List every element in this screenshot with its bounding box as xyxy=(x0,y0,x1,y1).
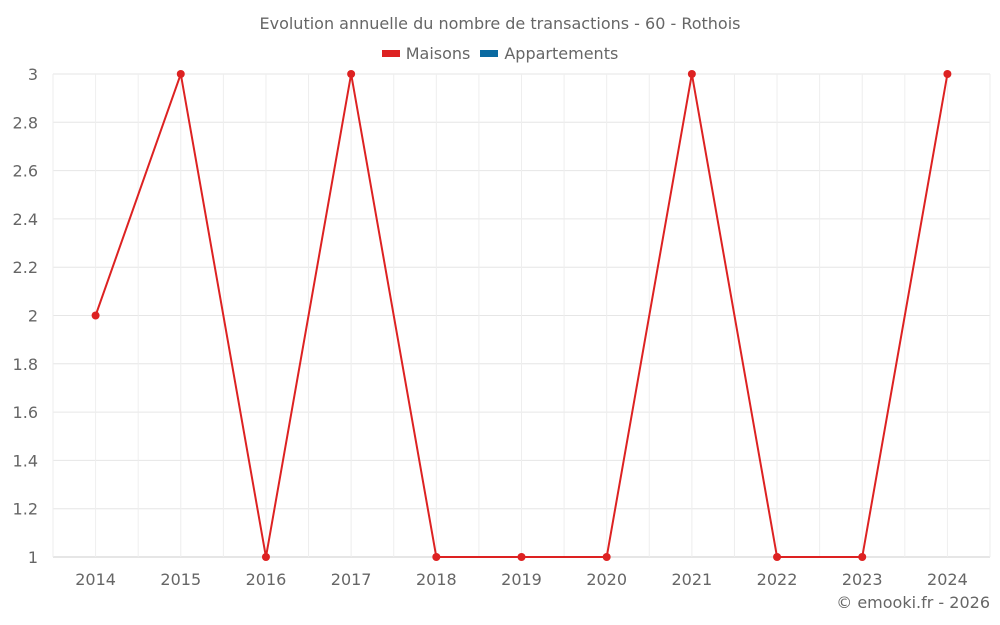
y-tick-label: 2.2 xyxy=(13,258,38,277)
y-tick-label: 1.8 xyxy=(13,355,38,374)
x-tick-label: 2020 xyxy=(586,570,627,589)
data-point[interactable] xyxy=(91,311,100,320)
x-tick-label: 2017 xyxy=(331,570,372,589)
y-tick-label: 2.4 xyxy=(13,210,38,229)
x-tick-label: 2014 xyxy=(75,570,116,589)
x-tick-label: 2018 xyxy=(416,570,457,589)
data-point[interactable] xyxy=(347,70,356,78)
data-point[interactable] xyxy=(432,553,441,561)
legend-swatch-appartements xyxy=(480,50,499,57)
y-tick-label: 1.6 xyxy=(13,403,38,422)
x-tick-label: 2024 xyxy=(927,570,968,589)
x-tick-label: 2021 xyxy=(672,570,713,589)
data-point[interactable] xyxy=(773,553,782,561)
x-tick-label: 2016 xyxy=(246,570,287,589)
data-point[interactable] xyxy=(602,553,611,561)
x-tick-label: 2022 xyxy=(757,570,798,589)
legend-item-maisons[interactable]: Maisons xyxy=(381,44,471,63)
y-tick-label: 2 xyxy=(28,307,38,326)
data-point[interactable] xyxy=(687,70,696,78)
x-tick-label: 2023 xyxy=(842,570,883,589)
y-tick-label: 1 xyxy=(28,548,38,567)
y-tick-label: 1.2 xyxy=(13,500,38,519)
x-tick-label: 2015 xyxy=(160,570,201,589)
data-point[interactable] xyxy=(261,553,270,561)
y-tick-label: 3 xyxy=(28,65,38,84)
data-point[interactable] xyxy=(858,553,867,561)
data-point[interactable] xyxy=(176,70,185,78)
data-point[interactable] xyxy=(943,70,952,78)
credit-text: © emooki.fr - 2026 xyxy=(836,593,990,612)
y-tick-label: 2.6 xyxy=(13,162,38,181)
legend-item-appartements[interactable]: Appartements xyxy=(480,44,618,63)
y-tick-label: 2.8 xyxy=(13,113,38,132)
chart-legend: Maisons Appartements xyxy=(0,44,1000,63)
legend-swatch-maisons xyxy=(381,50,400,57)
legend-label-appartements: Appartements xyxy=(504,44,619,63)
x-tick-label: 2019 xyxy=(501,570,542,589)
data-point[interactable] xyxy=(517,553,526,561)
legend-label-maisons: Maisons xyxy=(405,44,471,63)
y-tick-label: 1.4 xyxy=(13,451,38,470)
chart-title: Evolution annuelle du nombre de transact… xyxy=(259,14,741,33)
